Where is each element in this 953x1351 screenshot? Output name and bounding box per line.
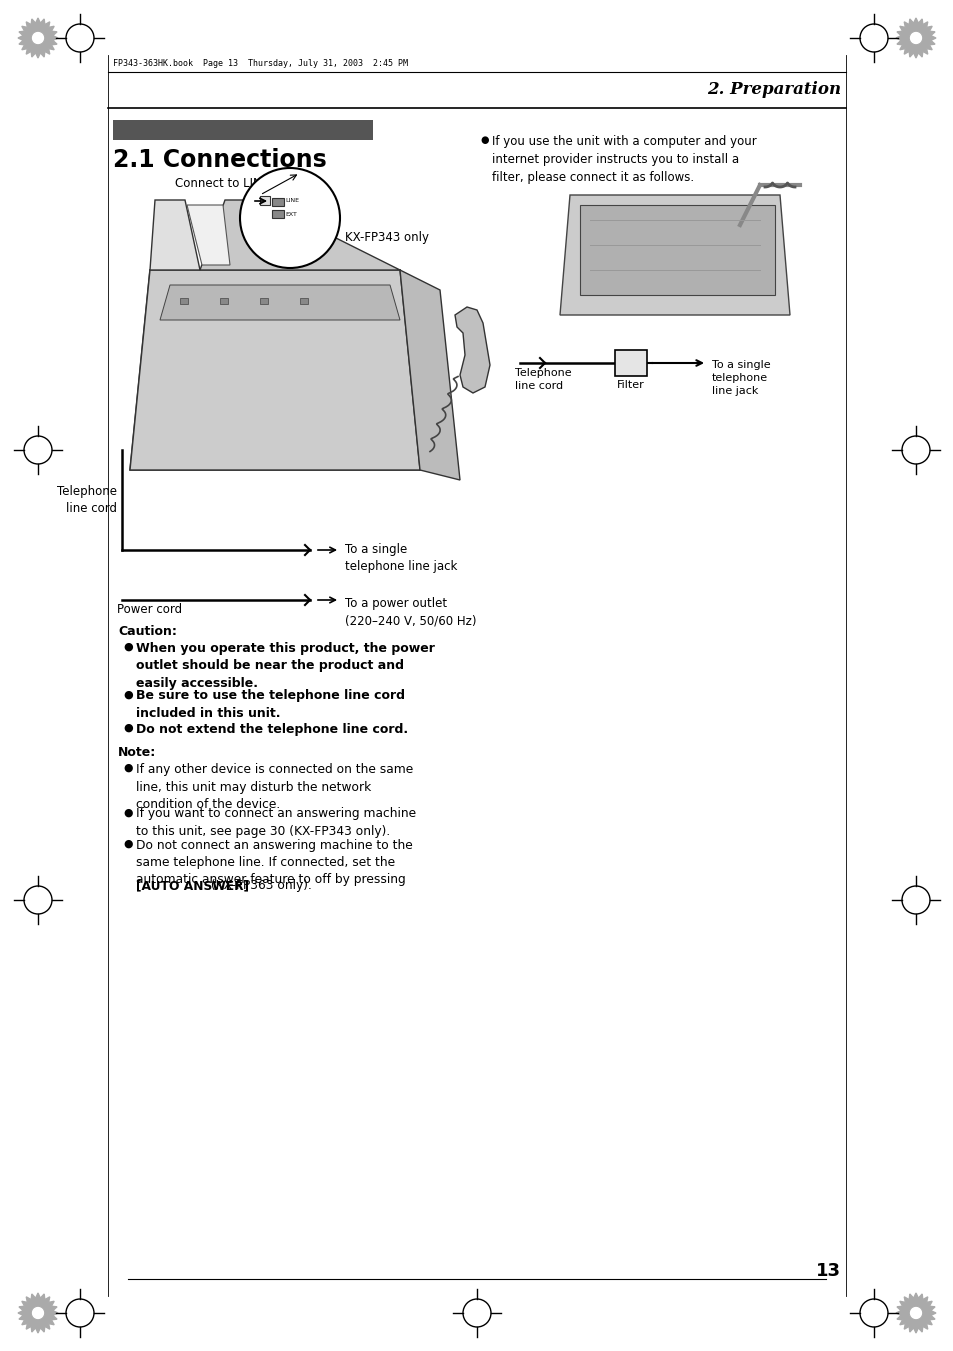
Text: ●: ●: [123, 763, 132, 773]
Polygon shape: [200, 200, 399, 270]
Text: Telephone
line cord: Telephone line cord: [57, 485, 117, 515]
Circle shape: [31, 31, 45, 45]
Text: To a single
telephone
line jack: To a single telephone line jack: [711, 359, 770, 396]
Text: ●: ●: [479, 135, 488, 145]
Text: ●: ●: [123, 723, 132, 732]
Bar: [180, 299, 188, 304]
Text: Connect to LINE.: Connect to LINE.: [174, 177, 273, 190]
Text: If any other device is connected on the same
line, this unit may disturb the net: If any other device is connected on the …: [136, 763, 413, 811]
Text: Power cord: Power cord: [117, 603, 182, 616]
Text: LINE: LINE: [285, 199, 298, 204]
Polygon shape: [187, 205, 230, 265]
Polygon shape: [260, 196, 270, 205]
Bar: [615, 350, 646, 376]
Text: ●: ●: [123, 642, 132, 653]
Bar: [272, 199, 284, 205]
Text: Telephone
line cord: Telephone line cord: [515, 367, 571, 392]
Bar: [260, 299, 268, 304]
Circle shape: [240, 168, 339, 267]
Text: 2. Preparation: 2. Preparation: [706, 81, 841, 99]
Polygon shape: [895, 1293, 935, 1333]
Bar: [272, 209, 284, 218]
Text: ●: ●: [123, 839, 132, 848]
Circle shape: [908, 1306, 922, 1320]
Text: If you use the unit with a computer and your
internet provider instructs you to : If you use the unit with a computer and …: [492, 135, 756, 184]
Bar: [299, 299, 308, 304]
Text: FP343-363HK.book  Page 13  Thursday, July 31, 2003  2:45 PM: FP343-363HK.book Page 13 Thursday, July …: [112, 58, 408, 68]
Text: When you operate this product, the power
outlet should be near the product and
e: When you operate this product, the power…: [136, 642, 435, 690]
Text: EXT: EXT: [285, 212, 296, 216]
Text: Be sure to use the telephone line cord
included in this unit.: Be sure to use the telephone line cord i…: [136, 689, 405, 720]
Polygon shape: [455, 307, 490, 393]
Polygon shape: [399, 270, 459, 480]
Polygon shape: [130, 270, 419, 470]
Circle shape: [31, 1306, 45, 1320]
Polygon shape: [895, 18, 935, 58]
Bar: [112, 120, 373, 141]
Circle shape: [908, 31, 922, 45]
Text: Note:: Note:: [118, 746, 156, 759]
Text: To a power outlet
(220–240 V, 50/60 Hz): To a power outlet (220–240 V, 50/60 Hz): [345, 597, 476, 627]
Polygon shape: [160, 285, 399, 320]
Polygon shape: [559, 195, 789, 315]
Text: ●: ●: [123, 689, 132, 700]
Text: Filter: Filter: [617, 380, 644, 390]
Text: Do not extend the telephone line cord.: Do not extend the telephone line cord.: [136, 723, 408, 735]
Bar: [579, 205, 774, 295]
Text: KX-FP343 only: KX-FP343 only: [345, 231, 429, 245]
Polygon shape: [18, 1293, 58, 1333]
Text: Do not connect an answering machine to the
same telephone line. If connected, se: Do not connect an answering machine to t…: [136, 839, 413, 904]
Bar: [220, 299, 228, 304]
Text: 2.1 Connections: 2.1 Connections: [112, 149, 327, 172]
Polygon shape: [150, 200, 200, 270]
Text: ●: ●: [123, 808, 132, 817]
Text: [AUTO ANSWER]: [AUTO ANSWER]: [136, 880, 249, 892]
Polygon shape: [130, 270, 419, 470]
Text: (KX-FP363 only).: (KX-FP363 only).: [208, 880, 312, 892]
Text: If you want to connect an answering machine
to this unit, see page 30 (KX-FP343 : If you want to connect an answering mach…: [136, 808, 416, 838]
Text: Caution:: Caution:: [118, 626, 176, 638]
Text: To a single
telephone line jack: To a single telephone line jack: [345, 543, 456, 573]
Text: 13: 13: [815, 1262, 841, 1279]
Polygon shape: [18, 18, 58, 58]
